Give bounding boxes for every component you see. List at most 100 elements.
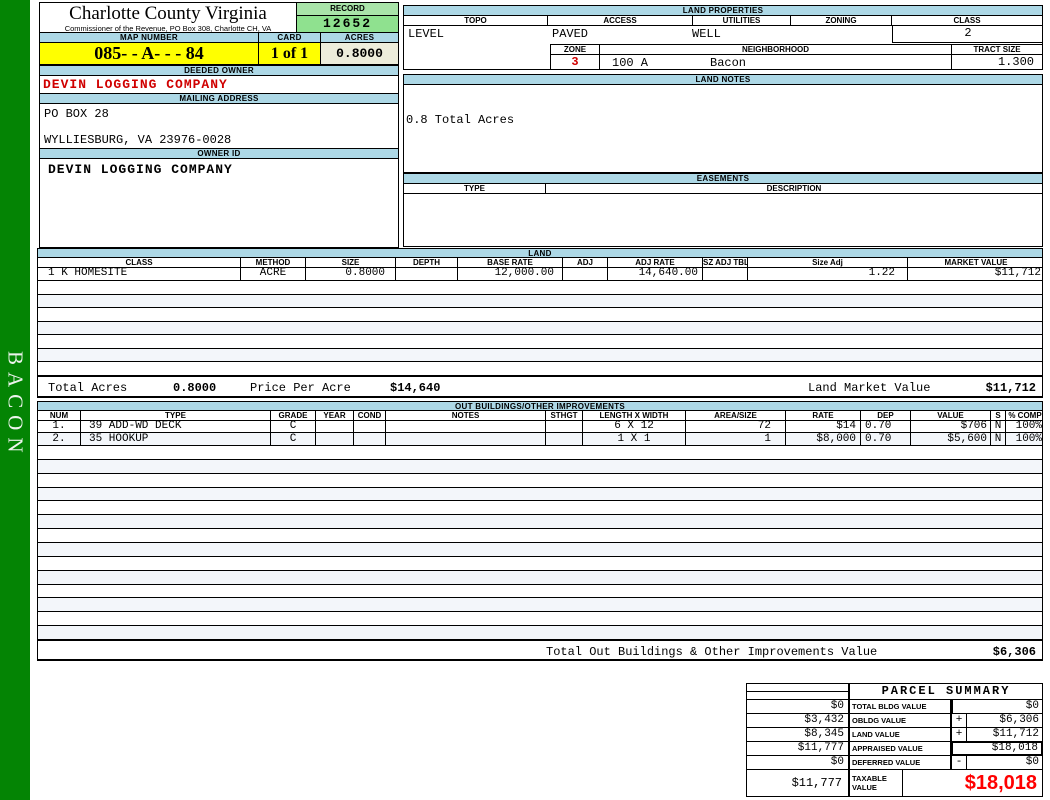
ps-label-obldg: OBLDG VALUE — [849, 713, 951, 728]
ob1-type: 39 ADD-WD DECK — [81, 420, 271, 432]
col-notes: NOTES — [386, 411, 546, 420]
neighborhood-name: Bacon — [710, 56, 747, 70]
topo-value: LEVEL — [408, 27, 445, 41]
col-grade: GRADE — [271, 411, 316, 420]
county-title-box: Charlotte County Virginia Commissioner o… — [39, 2, 297, 33]
ps-label-taxable: TAXABLE VALUE — [849, 769, 903, 797]
deeded-owner-value: DEVIN LOGGING COMPANY — [39, 75, 399, 94]
ob2-dep: 0.70 — [861, 433, 911, 445]
ps-value-land: $11,712 — [966, 727, 1043, 742]
ob1-value: $706 — [911, 420, 991, 432]
land-market-value-label: Land Market Value — [808, 381, 931, 395]
price-per-acre-label: Price Per Acre — [250, 381, 351, 395]
ob2-s: N — [991, 433, 1006, 445]
col-adj: ADJ — [563, 258, 608, 267]
col-size: SIZE — [306, 258, 396, 267]
ps-op-deferred: - — [951, 755, 967, 770]
ob2-num: 2. — [38, 433, 81, 445]
ps-value-total-bldg: $0 — [951, 699, 1043, 714]
land-row-adj — [563, 267, 608, 280]
ps-label-deferred: DEFERRED VALUE — [849, 755, 951, 770]
ob1-area: 72 — [686, 420, 786, 432]
col-sz-adj-tbl: SZ ADJ TBL — [703, 258, 748, 267]
utilities-value: WELL — [692, 27, 721, 41]
ps-prior-appraised: $11,777 — [746, 741, 849, 756]
parcel-summary: PARCEL SUMMARY $0 TOTAL BLDG VALUE $0 $3… — [746, 683, 1043, 797]
ob1-num: 1. — [38, 420, 81, 432]
neighborhood-sidebar-label: BACON — [3, 350, 28, 460]
col-adj-rate: ADJ RATE — [608, 258, 703, 267]
ps-value-deferred: $0 — [966, 755, 1043, 770]
neighborhood-box: 100 A Bacon — [599, 54, 952, 70]
ob2-notes — [386, 433, 546, 445]
out-building-row-1: 1. 39 ADD-WD DECK C 6 X 12 72 $14 0.70 $… — [37, 420, 1043, 433]
tract-size-value: 1.300 — [951, 54, 1043, 70]
ps-prior-taxable: $11,777 — [746, 769, 849, 797]
land-row-depth — [396, 267, 458, 280]
ps-label-total-bldg: TOTAL BLDG VALUE — [849, 699, 951, 714]
land-row-size-adj: 1.22 — [748, 267, 908, 280]
ob1-rate: $14 — [786, 420, 861, 432]
col-s: S — [991, 411, 1006, 420]
acres-value: 0.8000 — [320, 42, 399, 65]
col-pct-comp: % COMP — [1008, 411, 1042, 420]
out-buildings-total-value: $6,306 — [992, 645, 1036, 659]
ob1-notes — [386, 420, 546, 432]
land-table-row: 1 K HOMESITE ACRE 0.8000 12,000.00 14,64… — [37, 267, 1043, 281]
land-row-method: ACRE — [241, 267, 306, 280]
ob1-pct-comp: 100% — [1015, 420, 1042, 432]
ob1-sthgt — [546, 420, 583, 432]
out-buildings-total-label: Total Out Buildings & Other Improvements… — [546, 645, 878, 659]
commissioner-line: Commissioner of the Revenue, PO Box 308,… — [64, 24, 272, 33]
out-buildings-total-row: Total Out Buildings & Other Improvements… — [37, 640, 1043, 661]
land-notes-box: 0.8 Total Acres — [403, 84, 1043, 173]
col-length-width: LENGTH X WIDTH — [583, 411, 686, 420]
col-sthgt: STHGT — [546, 411, 583, 420]
col-cond: COND — [354, 411, 386, 420]
ob2-cond — [354, 433, 386, 445]
ob2-rate: $8,000 — [786, 433, 861, 445]
neighborhood-code: 100 A — [612, 56, 649, 70]
ob2-grade: C — [271, 433, 316, 445]
ob2-length-width: 1 X 1 — [583, 433, 686, 445]
ps-prior-deferred: $0 — [746, 755, 849, 770]
land-row-adj-rate: 14,640.00 — [608, 267, 703, 280]
col-method: METHOD — [241, 258, 306, 267]
price-per-acre-value: $14,640 — [390, 381, 441, 395]
record-label: RECORD — [296, 2, 399, 16]
land-notes-text: 0.8 Total Acres — [406, 113, 515, 127]
out-buildings-header: NUM TYPE GRADE YEAR COND NOTES STHGT LEN… — [37, 410, 1043, 421]
total-acres-label: Total Acres — [48, 381, 128, 395]
col-size-adj: Size Adj — [748, 258, 908, 267]
col-num: NUM — [38, 411, 81, 420]
ob2-pct-comp: 100% — [1015, 433, 1042, 445]
ps-value-obldg: $6,306 — [966, 713, 1043, 728]
ps-label-appraised: APPRAISED VALUE — [849, 741, 951, 756]
zone-value: 3 — [550, 54, 600, 70]
col-class: CLASS — [38, 258, 241, 267]
access-value: PAVED — [552, 27, 589, 41]
out-buildings-empty-rows — [37, 446, 1043, 640]
ob1-cond — [354, 420, 386, 432]
out-building-row-2: 2. 35 HOOKUP C 1 X 1 1 $8,000 0.70 $5,60… — [37, 433, 1043, 446]
ob2-value: $5,600 — [911, 433, 991, 445]
total-acres-value: 0.8000 — [173, 381, 217, 395]
county-title: Charlotte County Virginia — [69, 3, 267, 24]
ob1-length-width: 6 X 12 — [583, 420, 686, 432]
land-row-class: 1 K HOMESITE — [38, 267, 241, 280]
ob2-type: 35 HOOKUP — [81, 433, 271, 445]
col-depth: DEPTH — [396, 258, 458, 267]
ps-op-land: + — [951, 727, 967, 742]
ps-label-land: LAND VALUE — [849, 727, 951, 742]
col-base-rate: BASE RATE — [458, 258, 563, 267]
ob1-year — [316, 420, 354, 432]
ps-op-obldg: + — [951, 713, 967, 728]
land-market-value: $11,712 — [985, 381, 1036, 395]
col-value: VALUE — [911, 411, 991, 420]
neighborhood-sidebar — [0, 0, 30, 800]
ob1-dep: 0.70 — [861, 420, 911, 432]
record-value: 12652 — [296, 15, 399, 33]
ob1-s: N — [991, 420, 1006, 432]
card-value: 1 of 1 — [258, 42, 321, 65]
